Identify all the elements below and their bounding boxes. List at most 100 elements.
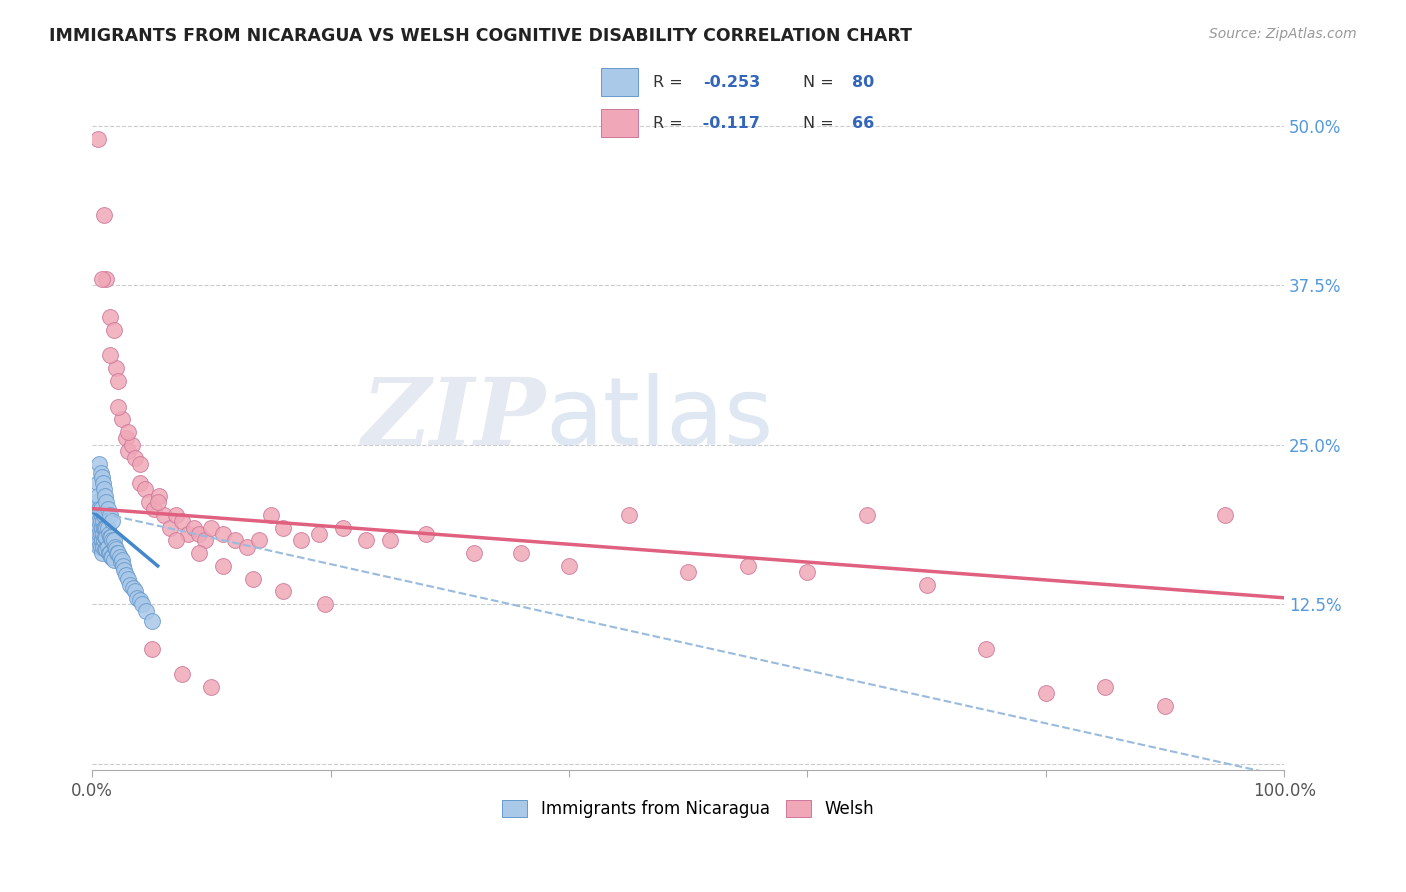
- Point: [90, 469, 112, 483]
- Point: [152, 508, 174, 522]
- Point: [94, 489, 117, 503]
- Point: [148, 489, 170, 503]
- Bar: [600, 109, 638, 137]
- Point: [86, 533, 108, 548]
- Point: [89, 540, 111, 554]
- Point: [107, 546, 129, 560]
- Point: [176, 527, 198, 541]
- Point: [94, 542, 117, 557]
- Point: [89, 527, 111, 541]
- Point: [93, 508, 115, 522]
- Point: [89, 514, 111, 528]
- Point: [94, 530, 117, 544]
- Point: [100, 549, 122, 564]
- Point: [114, 567, 136, 582]
- Point: [111, 552, 134, 566]
- Point: [332, 521, 354, 535]
- Point: [90, 546, 112, 560]
- Point: [82, 508, 104, 522]
- Point: [124, 584, 146, 599]
- Point: [314, 597, 336, 611]
- Text: Source: ZipAtlas.com: Source: ZipAtlas.com: [1209, 27, 1357, 41]
- Point: [463, 546, 485, 560]
- Point: [89, 514, 111, 528]
- Point: [91, 514, 114, 528]
- Point: [91, 527, 114, 541]
- Point: [183, 521, 205, 535]
- Point: [165, 508, 187, 522]
- Point: [242, 572, 264, 586]
- Point: [165, 533, 187, 548]
- Point: [83, 514, 105, 528]
- Point: [101, 549, 124, 564]
- Point: [128, 593, 150, 607]
- Point: [170, 514, 193, 528]
- Point: [105, 546, 128, 560]
- Point: [796, 566, 818, 580]
- Point: [89, 457, 111, 471]
- Point: [103, 552, 125, 566]
- Point: [112, 558, 135, 573]
- Point: [93, 521, 115, 535]
- Point: [98, 349, 121, 363]
- Point: [89, 501, 111, 516]
- Text: IMMIGRANTS FROM NICARAGUA VS WELSH COGNITIVE DISABILITY CORRELATION CHART: IMMIGRANTS FROM NICARAGUA VS WELSH COGNI…: [49, 27, 912, 45]
- Point: [96, 521, 118, 535]
- Text: N =: N =: [803, 116, 839, 130]
- Point: [86, 521, 108, 535]
- Point: [107, 374, 129, 388]
- Point: [128, 457, 150, 471]
- Point: [103, 323, 125, 337]
- Point: [98, 546, 121, 560]
- Point: [98, 530, 121, 544]
- Point: [200, 521, 222, 535]
- Point: [121, 581, 143, 595]
- Point: [89, 540, 111, 554]
- Point: [415, 527, 437, 541]
- Bar: [600, 68, 638, 96]
- Point: [98, 508, 121, 522]
- Text: R =: R =: [652, 116, 688, 130]
- Point: [308, 527, 330, 541]
- Point: [974, 641, 997, 656]
- Point: [170, 667, 193, 681]
- Point: [260, 508, 283, 522]
- Point: [89, 501, 111, 516]
- Point: [120, 578, 142, 592]
- Point: [1154, 699, 1177, 714]
- Point: [84, 533, 107, 548]
- Point: [87, 131, 110, 145]
- Point: [271, 521, 294, 535]
- Point: [87, 533, 110, 548]
- Point: [90, 521, 112, 535]
- Text: -0.117: -0.117: [697, 116, 759, 130]
- Point: [131, 597, 153, 611]
- Point: [90, 533, 112, 548]
- Point: [90, 272, 112, 286]
- Point: [114, 431, 136, 445]
- Point: [86, 508, 108, 522]
- Point: [103, 533, 125, 548]
- Point: [97, 521, 120, 535]
- Text: 80: 80: [852, 75, 875, 89]
- Point: [93, 533, 115, 548]
- Point: [93, 208, 115, 222]
- Point: [93, 483, 115, 497]
- Point: [121, 438, 143, 452]
- Point: [141, 614, 163, 628]
- Point: [87, 489, 110, 503]
- Point: [84, 508, 107, 522]
- Point: [510, 546, 533, 560]
- Point: [94, 521, 117, 535]
- Point: [112, 563, 135, 577]
- Point: [84, 501, 107, 516]
- Point: [110, 555, 132, 569]
- Point: [107, 400, 129, 414]
- Point: [89, 527, 111, 541]
- Point: [617, 508, 640, 522]
- Point: [138, 495, 160, 509]
- Point: [89, 466, 111, 480]
- Point: [97, 540, 120, 554]
- Point: [87, 508, 110, 522]
- Point: [194, 533, 217, 548]
